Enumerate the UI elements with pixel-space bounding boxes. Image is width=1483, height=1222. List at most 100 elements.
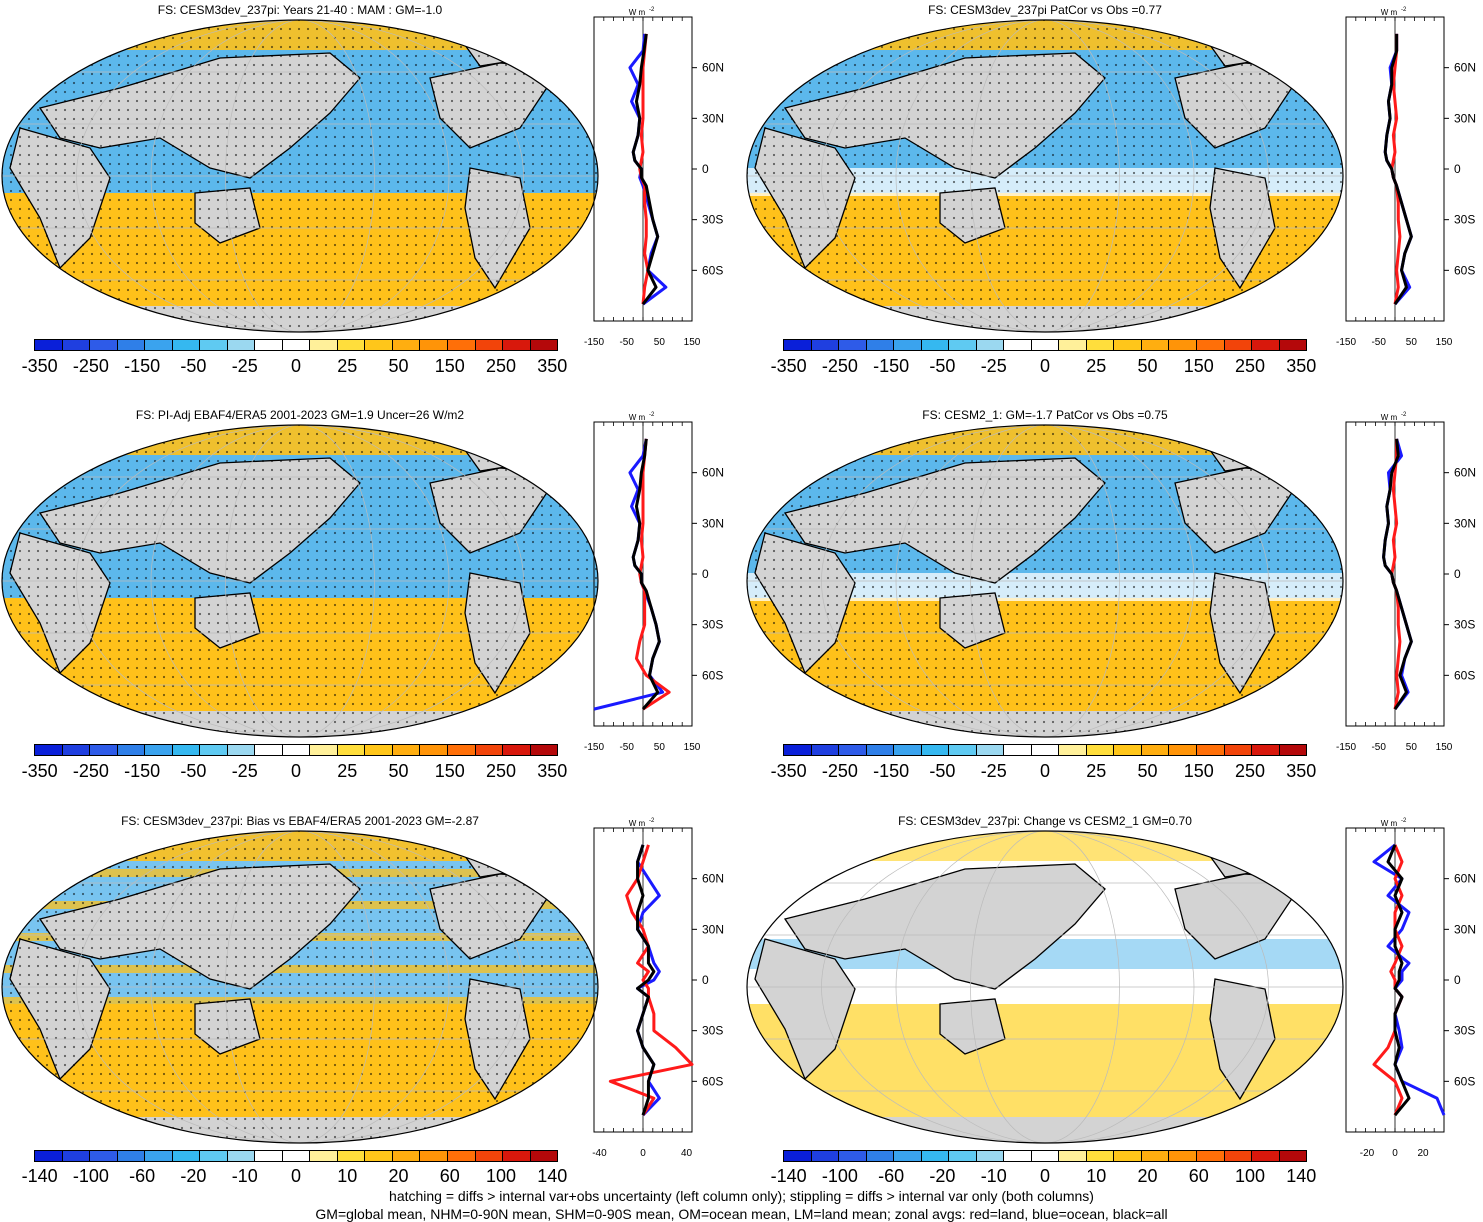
colorbar-tick-label: 250 <box>486 356 517 376</box>
zonal-x-tick: -150 <box>584 742 604 753</box>
colorbar-swatch <box>310 340 338 350</box>
map-border <box>1 19 599 333</box>
zonal-lat-tick: 60N <box>702 466 724 480</box>
zonal-lat-tick: 60S <box>1454 668 1475 682</box>
colorbar-tick-label: -100 <box>72 1166 109 1186</box>
colorbar-tick-label: -150 <box>873 761 910 781</box>
colorbar-swatch <box>475 340 504 350</box>
colorbar-swatch <box>1224 340 1253 350</box>
colorbar-tick-label: -50 <box>929 356 956 376</box>
colorbar-swatch <box>62 1151 91 1161</box>
colorbar-swatch <box>1169 1151 1197 1161</box>
zonal-units-exp: -2 <box>1401 818 1407 824</box>
colorbar-tick-label: 350 <box>1286 761 1317 781</box>
colorbar-swatch <box>1004 1151 1032 1161</box>
map-0 <box>1 19 599 333</box>
colorbar-swatch <box>420 745 448 755</box>
colorbar-swatch <box>811 340 840 350</box>
colorbar-tick-label: 0 <box>290 1166 301 1186</box>
zonal-lat-tick: 60N <box>702 61 724 75</box>
zonal-x-tick: -150 <box>1336 337 1356 348</box>
zonal-x-tick: 150 <box>684 742 701 753</box>
zonal-lat-tick: 30N <box>1454 516 1476 530</box>
colorbar-swatch <box>894 745 922 755</box>
map-title: FS: CESM3dev_237pi: Bias vs EBAF4/ERA5 2… <box>121 814 479 828</box>
colorbar-tick-label: 0 <box>1039 1166 1050 1186</box>
colorbar-swatch <box>35 340 63 350</box>
colorbar-swatch <box>530 745 558 755</box>
colorbar-swatch <box>921 1151 950 1161</box>
zonal-x-tick: 40 <box>681 1148 693 1159</box>
zonal-lat-tick: 60S <box>1454 1074 1475 1088</box>
colorbar-tick-label: 25 <box>337 356 358 376</box>
zonal-x-tick: -50 <box>1371 742 1386 753</box>
zonal-lat-tick: 30N <box>702 111 724 125</box>
zonal-land-line <box>608 844 694 1116</box>
zonal-units-exp: -2 <box>1401 412 1407 418</box>
colorbar-tick-label: 140 <box>1286 1166 1317 1186</box>
colorbar-swatch <box>145 1151 173 1161</box>
zonal-x-tick: 0 <box>640 1148 646 1159</box>
zonal-units: W m <box>629 8 646 17</box>
zonal-lat-tick: 0 <box>702 162 709 176</box>
colorbar-swatch <box>1196 745 1225 755</box>
colorbar-swatch <box>1224 745 1253 755</box>
colorbar-swatch <box>1086 745 1115 755</box>
colorbar-swatch <box>172 745 201 755</box>
colorbar-swatch <box>1252 745 1280 755</box>
colorbar-swatch <box>420 340 448 350</box>
colorbar-tick-label: 20 <box>388 1166 409 1186</box>
colorbar-swatch <box>839 1151 867 1161</box>
zonal-x-tick: -20 <box>1360 1148 1375 1159</box>
map-4 <box>1 830 599 1144</box>
zonal-x-tick: 50 <box>654 337 666 348</box>
zonal-all-line <box>631 438 661 711</box>
zonal-x-tick: -150 <box>584 337 604 348</box>
zonal-x-tick: 150 <box>1436 742 1453 753</box>
colorbar-swatch <box>866 745 895 755</box>
zonal-units: W m <box>1381 413 1398 422</box>
colorbar-swatch <box>447 340 476 350</box>
colorbar-tick-label: 0 <box>290 356 301 376</box>
colorbar-swatch <box>255 1151 283 1161</box>
colorbar-swatch <box>35 1151 63 1161</box>
colorbar-labels: -350 -250 -150 -50 -25 0 25 50 150 250 350 <box>14 761 578 782</box>
colorbar-swatch <box>1196 340 1225 350</box>
zonal-plot-1: W m -2 60N 30N 0 30S 60S -150 -50 50 150 <box>1336 7 1476 348</box>
colorbar-labels: -140 -100 -60 -20 -10 0 10 20 60 100 140 <box>14 1166 578 1187</box>
colorbar-tick-label: 250 <box>486 761 517 781</box>
colorbar-swatch <box>1252 1151 1280 1161</box>
colorbar-swatch <box>811 1151 840 1161</box>
colorbar-swatch <box>1169 340 1197 350</box>
zonal-units: W m <box>629 819 646 828</box>
colorbar-swatch <box>200 1151 228 1161</box>
zonal-units-exp: -2 <box>1401 7 1407 13</box>
colorbar-labels: -350 -250 -150 -50 -25 0 25 50 150 250 350 <box>763 761 1327 782</box>
colorbar-tick-label: -150 <box>124 761 161 781</box>
colorbar-swatch <box>1086 340 1115 350</box>
zonal-land-line <box>1372 844 1404 1116</box>
colorbar-swatch <box>90 1151 118 1161</box>
colorbar-tick-label: 150 <box>1183 761 1214 781</box>
colorbar-tick-label: 350 <box>1286 356 1317 376</box>
colorbar-swatch <box>35 745 63 755</box>
colorbar-swatch <box>117 340 146 350</box>
colorbar <box>783 339 1307 351</box>
map-border <box>1 830 599 1144</box>
colorbar-tick-label: -250 <box>821 356 858 376</box>
colorbar-swatch <box>784 1151 812 1161</box>
colorbar-swatch <box>365 745 393 755</box>
colorbar-tick-label: 60 <box>439 1166 460 1186</box>
zonal-x-tick: -150 <box>1336 742 1356 753</box>
colorbar-tick-label: 100 <box>486 1166 517 1186</box>
colorbar-tick-label: -50 <box>929 761 956 781</box>
zonal-lat-tick: 60N <box>1454 872 1476 886</box>
zonal-all-line <box>636 844 656 1116</box>
zonal-lat-tick: 60S <box>702 263 723 277</box>
zonal-all-line <box>631 33 660 306</box>
land-mass <box>783 863 1106 990</box>
map-title: FS: PI-Adj EBAF4/ERA5 2001-2023 GM=1.9 U… <box>135 408 465 422</box>
colorbar-swatch <box>337 340 366 350</box>
colorbar-swatch <box>337 1151 366 1161</box>
map-border <box>746 19 1344 333</box>
